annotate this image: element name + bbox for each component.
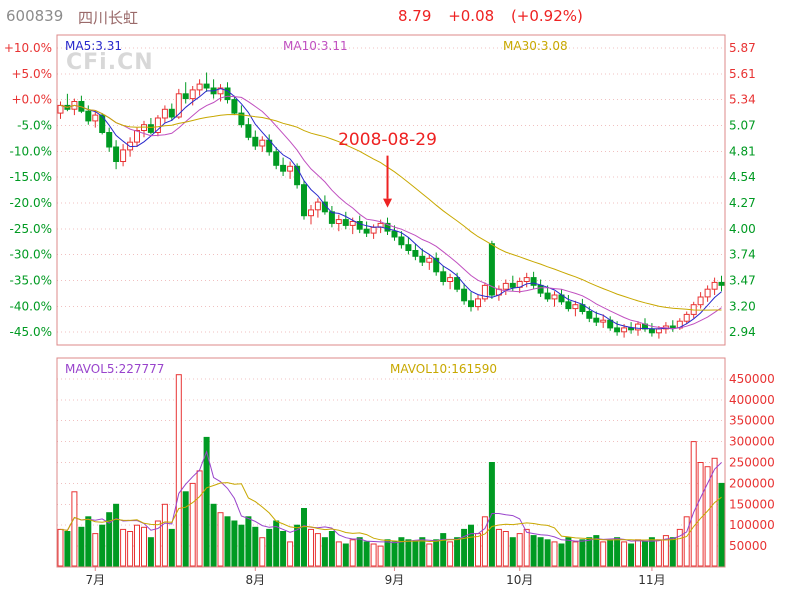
svg-text:-35.0%: -35.0% [10, 273, 52, 287]
stock-name: 四川长虹 [78, 9, 139, 27]
svg-text:300000: 300000 [729, 435, 775, 449]
svg-text:50000: 50000 [729, 539, 767, 553]
ma10-line [60, 95, 722, 330]
svg-text:4.27: 4.27 [729, 196, 756, 210]
svg-text:-10.0%: -10.0% [10, 144, 52, 158]
svg-text:3.20: 3.20 [729, 299, 756, 313]
mavol10-legend: MAVOL10:161590 [390, 362, 498, 376]
svg-text:-40.0%: -40.0% [10, 299, 52, 313]
mavol5-legend: MAVOL5:227777 [65, 362, 165, 376]
svg-text:350000: 350000 [729, 414, 775, 428]
stock-quote: 8.79 +0.08 (+0.92%) [398, 7, 595, 25]
mavol-lines [60, 449, 722, 544]
svg-text:-30.0%: -30.0% [10, 248, 52, 262]
svg-text:5.87: 5.87 [729, 41, 756, 55]
quote-change: +0.08 [448, 7, 495, 25]
panel-borders [56, 34, 726, 568]
svg-text:200000: 200000 [729, 476, 775, 490]
svg-text:400000: 400000 [729, 393, 775, 407]
price-gridlines: +10.0% 5.87 +5.0% 5.61 +0.0% 5.34 -5.0% 5.07 -10… [4, 41, 756, 339]
svg-text:-25.0%: -25.0% [10, 222, 52, 236]
svg-text:5.34: 5.34 [729, 93, 756, 107]
svg-text:-5.0%: -5.0% [17, 118, 52, 132]
quote-change-pct: (+0.92%) [510, 7, 583, 25]
svg-text:250000: 250000 [729, 456, 775, 470]
svg-text:2.94: 2.94 [729, 325, 756, 339]
svg-text:-45.0%: -45.0% [10, 325, 52, 339]
ma30-legend: MA30:3.08 [503, 39, 568, 53]
svg-text:+0.0%: +0.0% [11, 93, 52, 107]
volume-bars [57, 374, 725, 567]
svg-text:+5.0%: +5.0% [11, 67, 52, 81]
svg-text:3.74: 3.74 [729, 248, 756, 262]
watermark-cfi: CFi.CN [66, 50, 154, 75]
svg-text:10月: 10月 [506, 573, 533, 587]
svg-text:7月: 7月 [85, 573, 105, 587]
volume-gridlines: 450000 400000 350000 300000 250000 200000 1500… [57, 372, 775, 553]
svg-text:100000: 100000 [729, 518, 775, 532]
svg-text:9月: 9月 [385, 573, 405, 587]
svg-text:5.07: 5.07 [729, 118, 756, 132]
svg-text:+10.0%: +10.0% [4, 41, 52, 55]
svg-text:-15.0%: -15.0% [10, 170, 52, 184]
ma-lines [60, 88, 722, 330]
annotation-arrow [383, 155, 393, 208]
svg-text:4.81: 4.81 [729, 144, 756, 158]
svg-text:4.00: 4.00 [729, 222, 756, 236]
date-annotation: 2008-08-29 [338, 129, 437, 150]
ma10-legend: MA10:3.11 [283, 39, 348, 53]
quote-price: 8.79 [398, 7, 432, 25]
mavol5-line [60, 449, 722, 544]
ma5-line [60, 88, 722, 330]
svg-text:11月: 11月 [638, 573, 665, 587]
svg-text:-20.0%: -20.0% [10, 196, 52, 210]
svg-text:4.54: 4.54 [729, 170, 756, 184]
svg-text:8月: 8月 [245, 573, 265, 587]
mavol10-line [60, 482, 722, 543]
svg-text:450000: 450000 [729, 372, 775, 386]
svg-text:150000: 150000 [729, 497, 775, 511]
ma5-legend: MA5:3.31 [65, 39, 122, 53]
stock-code: 600839 [6, 7, 64, 25]
ma30-line [60, 104, 722, 311]
month-axis: 7月 8月 9月 10月 11月 [85, 567, 666, 587]
candlesticks [57, 72, 725, 339]
svg-text:5.61: 5.61 [729, 67, 756, 81]
svg-text:3.47: 3.47 [729, 273, 756, 287]
